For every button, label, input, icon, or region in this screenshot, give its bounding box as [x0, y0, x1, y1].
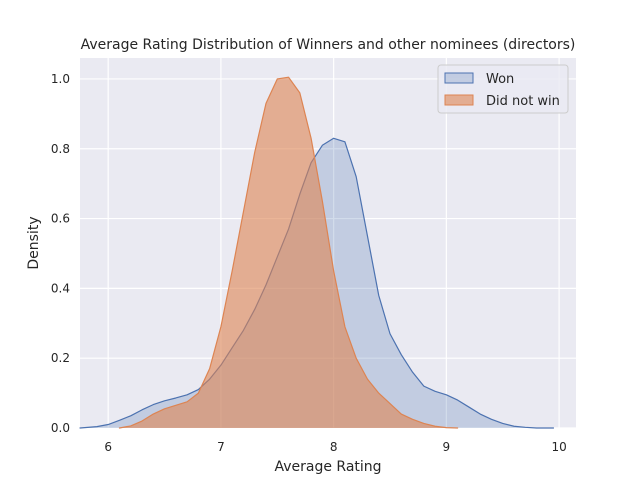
y-tick-label: 0.4 [51, 281, 70, 295]
x-tick-label: 7 [217, 440, 225, 454]
x-tick-label: 6 [104, 440, 112, 454]
series-area-did-not-win [119, 77, 458, 428]
legend-label-won: Won [486, 72, 514, 87]
legend-swatch-won [444, 72, 474, 84]
y-axis-label: Density [26, 216, 42, 269]
x-tick-label: 8 [330, 440, 338, 454]
legend: Won Did not win [437, 64, 569, 114]
axis-ticks: 6 7 8 9 10 0.0 0.2 0.4 0.6 0.8 1.0 [51, 72, 567, 454]
x-tick-label: 10 [551, 440, 566, 454]
legend-label-did-not-win: Did not win [486, 94, 560, 109]
x-axis-label: Average Rating [274, 459, 381, 475]
series-line-did-not-win [118, 76, 459, 429]
series-line-won [79, 137, 555, 429]
legend-swatch-did-not-win [444, 94, 474, 106]
y-tick-label: 1.0 [51, 72, 70, 86]
y-tick-label: 0.8 [51, 142, 70, 156]
chart-title: Average Rating Distribution of Winners a… [81, 37, 576, 53]
series-areas [79, 76, 555, 429]
x-tick-label: 9 [443, 440, 451, 454]
y-tick-label: 0.2 [51, 351, 70, 365]
y-tick-label: 0.0 [51, 421, 70, 435]
y-tick-label: 0.6 [51, 212, 70, 226]
